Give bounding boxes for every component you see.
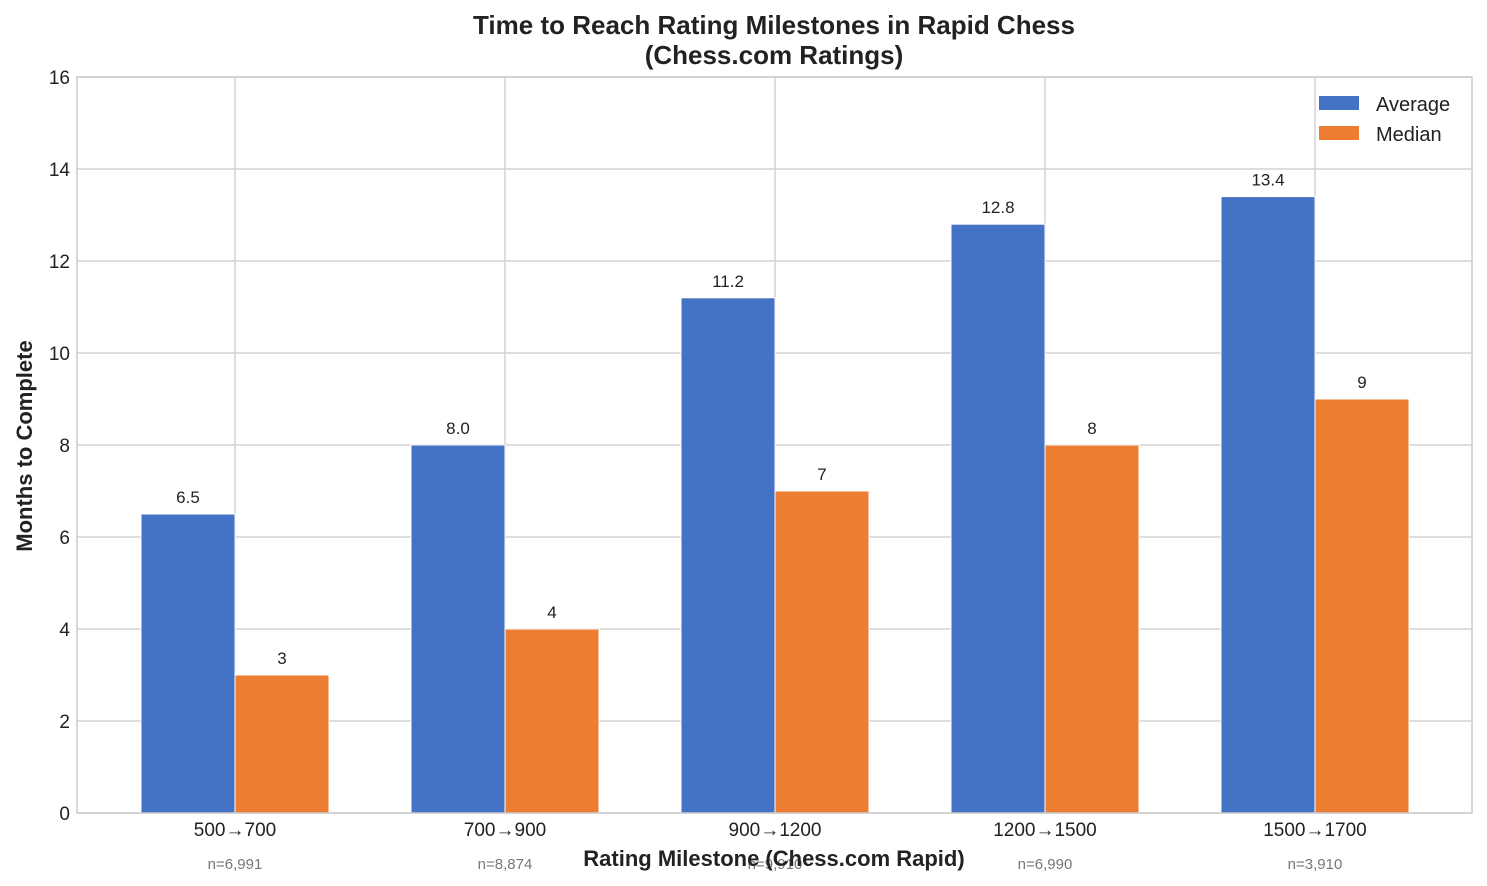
x-tick-label: 500→700 bbox=[194, 820, 276, 841]
bar-median bbox=[504, 628, 600, 814]
data-label-median: 4 bbox=[547, 603, 556, 622]
sample-size-label: n=3,910 bbox=[1288, 856, 1343, 873]
bar-median bbox=[1044, 444, 1140, 814]
y-ticks: 0 2 4 6 8 10 12 14 16 bbox=[49, 68, 71, 825]
y-tick-label: 4 bbox=[59, 620, 70, 641]
y-tick-label: 0 bbox=[59, 804, 70, 825]
data-label-median: 8 bbox=[1087, 419, 1096, 438]
y-axis-label: Months to Complete bbox=[12, 340, 37, 551]
x-axis-label: Rating Milestone (Chess.com Rapid) bbox=[583, 846, 964, 871]
y-tick-label: 16 bbox=[49, 68, 70, 89]
data-label-average: 8.0 bbox=[446, 419, 470, 438]
y-tick-label: 12 bbox=[49, 252, 70, 273]
x-tick-label: 900→1200 bbox=[729, 820, 822, 841]
x-tick-label: 1200→1500 bbox=[993, 820, 1097, 841]
y-tick-label: 10 bbox=[49, 344, 70, 365]
data-label-median: 7 bbox=[817, 465, 826, 484]
y-tick-label: 14 bbox=[49, 160, 71, 181]
bar-average bbox=[140, 513, 236, 814]
bar-median bbox=[1314, 398, 1410, 814]
data-label-average: 12.8 bbox=[981, 198, 1014, 217]
legend-label-median: Median bbox=[1376, 124, 1442, 146]
legend-label-average: Average bbox=[1376, 94, 1450, 116]
data-label-average: 13.4 bbox=[1251, 171, 1284, 190]
chart-subtitle: (Chess.com Ratings) bbox=[645, 40, 904, 70]
sample-size-label: n=6,991 bbox=[208, 856, 263, 873]
data-label-median: 3 bbox=[277, 649, 286, 668]
legend-swatch-median bbox=[1319, 126, 1359, 140]
bar-average bbox=[680, 297, 776, 814]
legend: Average Median bbox=[1319, 94, 1450, 146]
x-tick-label: 1500→1700 bbox=[1263, 820, 1367, 841]
data-label-average: 11.2 bbox=[712, 272, 744, 291]
x-tick-label: 700→900 bbox=[464, 820, 546, 841]
chart-title: Time to Reach Rating Milestones in Rapid… bbox=[473, 10, 1075, 40]
sample-size-label: n=9,910 bbox=[748, 856, 803, 873]
bars: 6.5 8.0 11.2 12.8 13.4 3 4 7 8 9 bbox=[140, 171, 1410, 814]
data-label-median: 9 bbox=[1357, 373, 1366, 392]
y-tick-label: 6 bbox=[59, 528, 70, 549]
x-ticks: 500→700 n=6,991 700→900 n=8,874 900→1200 n=9,… bbox=[194, 820, 1367, 873]
y-tick-label: 8 bbox=[59, 436, 70, 457]
bar-median bbox=[774, 490, 870, 814]
sample-size-label: n=6,990 bbox=[1018, 856, 1073, 873]
bar-average bbox=[950, 223, 1046, 814]
bar-median bbox=[234, 674, 330, 814]
data-label-average: 6.5 bbox=[176, 488, 200, 507]
plot-frame bbox=[76, 76, 1473, 814]
sample-size-label: n=8,874 bbox=[478, 856, 533, 873]
y-tick-label: 2 bbox=[59, 712, 70, 733]
bar-average bbox=[410, 444, 506, 814]
legend-swatch-average bbox=[1319, 96, 1359, 110]
bar-average bbox=[1220, 196, 1316, 814]
